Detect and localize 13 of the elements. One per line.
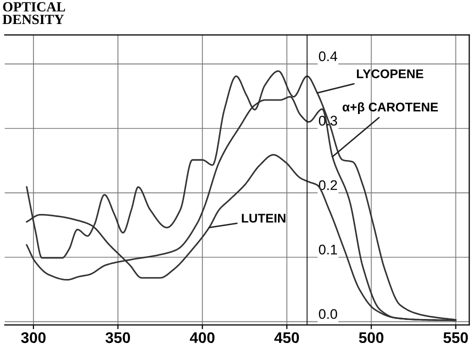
x-tick-label: 300 [21, 332, 46, 344]
x-tick-label: 350 [106, 332, 130, 344]
x-tick-label: 400 [190, 332, 214, 344]
x-tick-label: 550 [443, 332, 468, 344]
x-tick-label: 500 [359, 332, 384, 344]
annotation: LYCOPENE [356, 69, 424, 78]
y-axis-title: OPTICAL DENSITY [2, 2, 66, 24]
y-tick-label: 0.1 [318, 244, 337, 254]
annotation: α+β CAROTENE [342, 102, 438, 114]
x-tick-label: 450 [274, 332, 299, 344]
annotation: LUTEIN [242, 214, 286, 223]
y-tick-label: 0.0 [318, 309, 338, 319]
y-tick-label: 0.4 [318, 51, 338, 62]
